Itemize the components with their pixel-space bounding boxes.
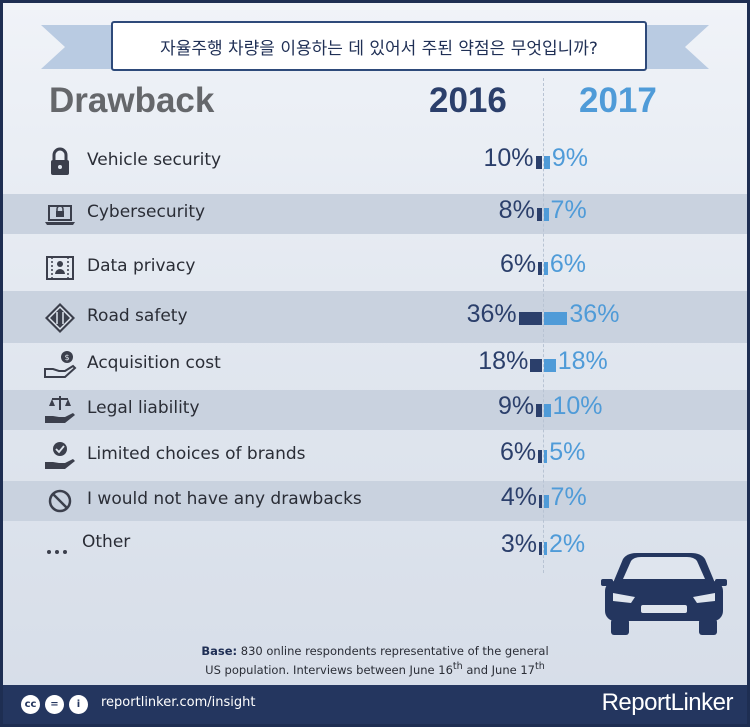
bar-2016 xyxy=(536,208,542,221)
row-limited-choices: Limited choices of brands 6% 5% xyxy=(3,436,747,476)
bar-2017 xyxy=(544,404,551,417)
bar-2017 xyxy=(544,359,556,372)
row-label: Legal liability xyxy=(87,398,200,418)
value-2016: 9% xyxy=(498,392,535,420)
bar-2016 xyxy=(538,450,542,463)
privacy-shield-icon xyxy=(43,252,77,284)
value-2017: 18% xyxy=(557,347,608,375)
base-label: Base: xyxy=(201,644,238,658)
attribution-icon: i xyxy=(69,695,88,714)
value-2017: 6% xyxy=(549,250,587,278)
row-label: Cybersecurity xyxy=(87,202,206,222)
row-legal-liability: Legal liability 9% 10% xyxy=(3,390,747,430)
bar-2017 xyxy=(544,312,568,325)
row-label: Data privacy xyxy=(87,256,196,276)
row-label: Acquisition cost xyxy=(87,353,221,373)
ellipsis-icon xyxy=(43,532,77,564)
value-2016: 3% xyxy=(500,530,537,558)
value-2016: 18% xyxy=(478,347,529,375)
base-note: Base: 830 online respondents representat… xyxy=(3,644,747,678)
value-2016: 8% xyxy=(498,196,535,224)
row-other: Other 3% 2% xyxy=(3,528,747,568)
row-label: Other xyxy=(82,532,131,552)
row-data-privacy: Data privacy 6% 6% xyxy=(3,248,747,288)
no-derivatives-icon: = xyxy=(45,695,64,714)
value-2017: 7% xyxy=(550,196,587,224)
bar-2016 xyxy=(535,156,542,169)
hand-money-icon: $ xyxy=(43,349,77,381)
value-2017: 5% xyxy=(549,438,586,466)
base-text-2a: US population. Interviews between June 1… xyxy=(205,662,453,677)
base-sup-1: th xyxy=(452,661,463,672)
cc-license-icon: cc xyxy=(21,695,40,714)
title-ribbon-left xyxy=(41,25,121,69)
bar-2017 xyxy=(544,495,549,508)
drawback-header: Drawback xyxy=(49,81,215,120)
row-label: Limited choices of brands xyxy=(87,444,306,464)
svg-text:$: $ xyxy=(64,353,69,362)
hand-badge-icon xyxy=(43,440,77,472)
reportlinker-link[interactable]: reportlinker.com/insight xyxy=(101,695,256,710)
laptop-lock-icon xyxy=(43,198,77,230)
value-2016: 6% xyxy=(499,250,537,278)
bar-2016 xyxy=(530,359,542,372)
row-stripe xyxy=(3,481,747,521)
bar-2017 xyxy=(544,450,548,463)
row-vehicle-security: Vehicle security 10% 9% xyxy=(3,142,747,182)
lock-icon xyxy=(43,146,77,178)
year-2017-header: 2017 xyxy=(579,81,657,120)
column-divider xyxy=(543,78,544,573)
base-text-2b: and June 17 xyxy=(462,662,535,677)
value-2017: 7% xyxy=(550,483,587,511)
survey-question-title: 자율주행 차량을 이용하는 데 있어서 주된 약점은 무엇입니까? xyxy=(111,21,647,71)
row-stripe xyxy=(3,291,747,343)
bar-2017 xyxy=(544,208,549,221)
road-sign-icon xyxy=(43,302,77,334)
row-cybersecurity: Cybersecurity 8% 7% xyxy=(3,194,747,234)
value-2016: 4% xyxy=(500,483,537,511)
bar-2016 xyxy=(539,495,542,508)
year-2016-header: 2016 xyxy=(429,81,507,120)
row-acquisition-cost: $ Acquisition cost 18% 18% xyxy=(3,345,747,385)
row-no-drawbacks: I would not have any drawbacks 4% 7% xyxy=(3,481,747,521)
row-label: Vehicle security xyxy=(87,150,222,170)
base-sup-2: th xyxy=(535,661,545,672)
row-stripe xyxy=(3,194,747,234)
base-text-1: 830 online respondents representative of… xyxy=(237,644,549,658)
bar-2016 xyxy=(539,542,542,555)
value-2016: 10% xyxy=(483,144,534,172)
prohibited-icon xyxy=(43,485,77,517)
value-2017: 9% xyxy=(551,144,588,172)
bar-2017 xyxy=(544,262,548,275)
value-2016: 36% xyxy=(466,300,517,328)
row-label: I would not have any drawbacks xyxy=(87,489,362,509)
scales-hand-icon xyxy=(43,394,77,426)
bar-2017 xyxy=(544,542,547,555)
row-road-safety: Road safety 36% 36% xyxy=(3,298,747,338)
reportlinker-logo: ReportLinker xyxy=(601,689,734,716)
footer-bar: cc = i reportlinker.com/insight ReportLi… xyxy=(3,685,747,724)
value-2017: 2% xyxy=(549,530,586,558)
value-2016: 6% xyxy=(499,438,537,466)
bar-2016 xyxy=(538,262,542,275)
value-2017: 10% xyxy=(552,392,603,420)
value-2017: 36% xyxy=(569,300,620,328)
row-stripe xyxy=(3,390,747,430)
bar-2016 xyxy=(518,312,542,325)
bar-2016 xyxy=(536,404,542,417)
row-label: Road safety xyxy=(87,306,188,326)
car-icon xyxy=(601,553,727,635)
bar-2017 xyxy=(544,156,550,169)
